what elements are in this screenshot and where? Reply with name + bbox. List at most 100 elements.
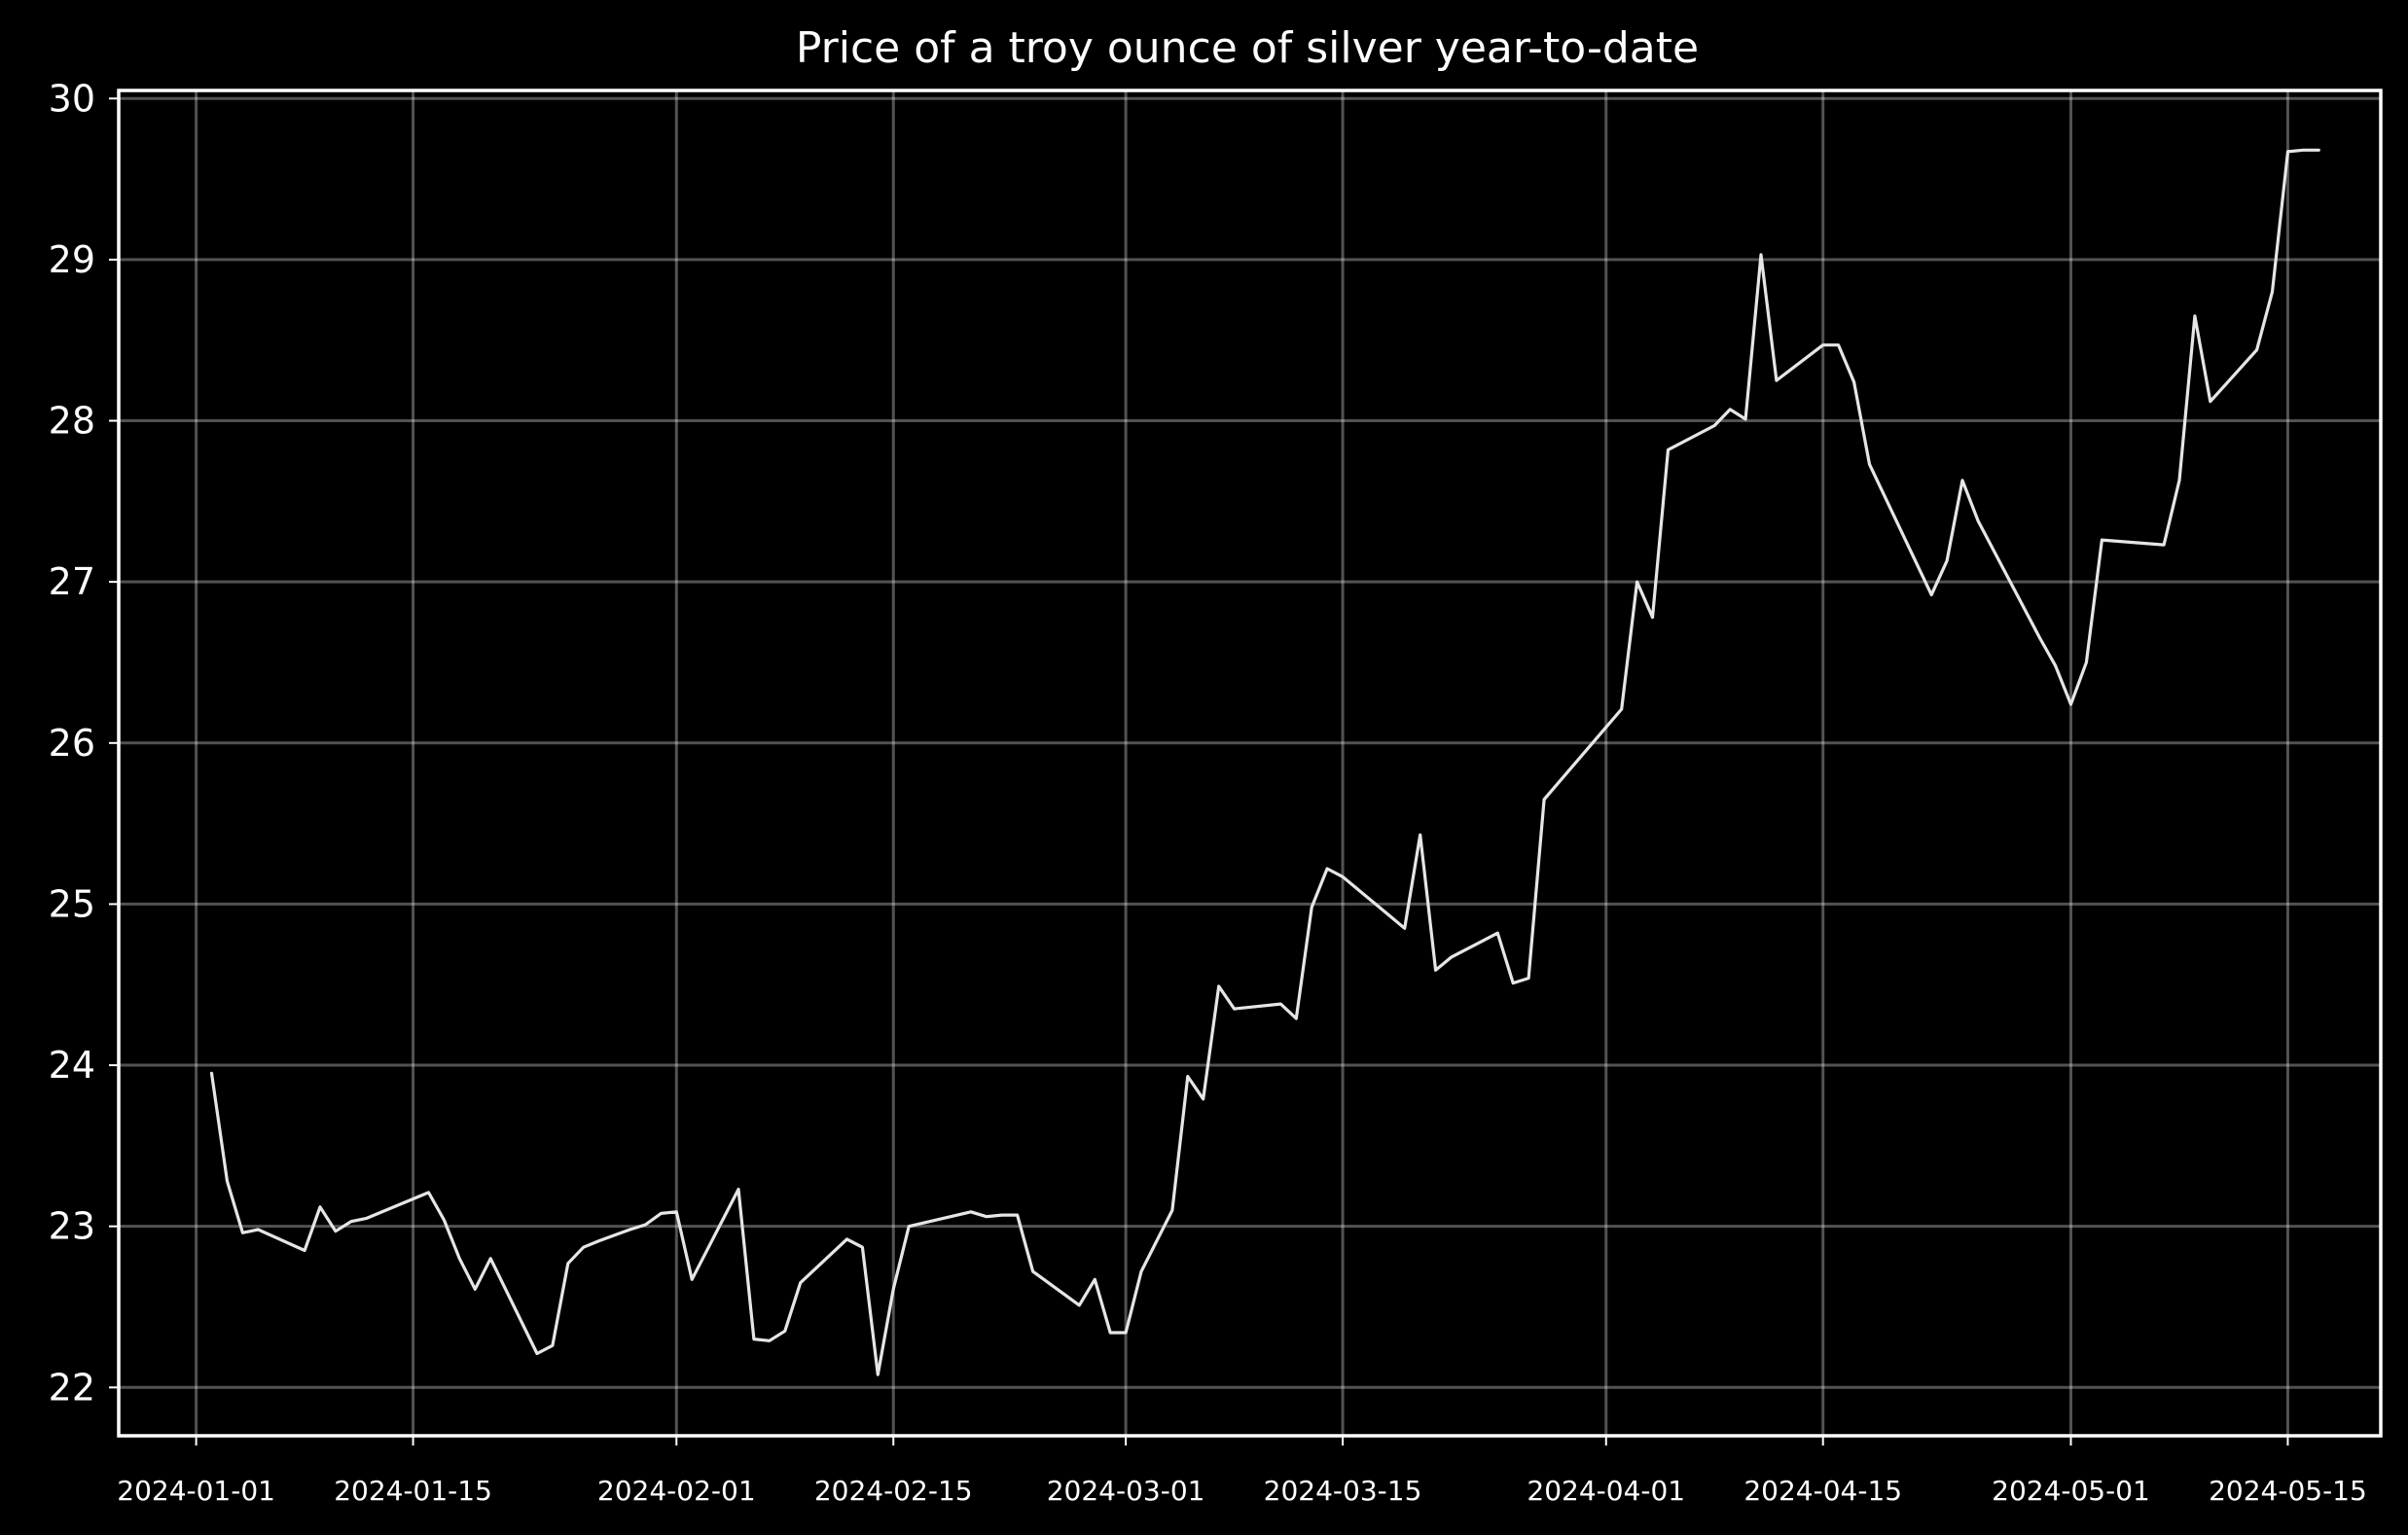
data-point [2177, 479, 2181, 482]
data-point [2193, 314, 2197, 318]
data-point [1434, 968, 1438, 972]
data-point [783, 1329, 787, 1333]
data-point [442, 1218, 446, 1222]
data-point [1759, 253, 1763, 257]
data-point [1775, 378, 1779, 382]
data-point [629, 1228, 632, 1232]
grid-layer [119, 90, 2381, 1436]
data-point [240, 1231, 244, 1234]
data-point [1945, 559, 1949, 563]
data-point [2301, 148, 2305, 152]
data-point [860, 1245, 864, 1249]
data-point [457, 1257, 461, 1261]
data-point [1635, 580, 1639, 584]
data-point [1325, 867, 1329, 871]
data-point [2317, 148, 2320, 152]
data-point [1310, 906, 1313, 910]
data-point [643, 1223, 647, 1227]
data-point [1031, 1269, 1035, 1273]
data-point [1000, 1213, 1004, 1217]
data-point [2054, 663, 2058, 667]
data-point [969, 1210, 973, 1214]
data-point [907, 1225, 911, 1229]
data-point [2162, 543, 2166, 547]
data-point [690, 1277, 694, 1281]
x-tick-label: 2024-04-01 [1527, 1475, 1685, 1507]
y-tick-label: 30 [49, 77, 95, 120]
data-point [674, 1210, 678, 1214]
data-point [1139, 1269, 1143, 1273]
data-point [1387, 913, 1391, 917]
data-point [1202, 1097, 1205, 1101]
data-point [1170, 1208, 1174, 1212]
data-point [427, 1191, 431, 1195]
data-point [1186, 1075, 1190, 1079]
data-point [1233, 1007, 1237, 1011]
data-point [1852, 380, 1856, 384]
chart-title: Price of a troy ounce of silver year-to-… [796, 23, 1699, 73]
data-point [210, 1071, 214, 1075]
data-point [334, 1230, 338, 1233]
y-tick-label: 28 [49, 400, 95, 443]
y-tick-label: 25 [49, 882, 95, 925]
data-point [582, 1245, 586, 1249]
data-point [737, 1188, 740, 1192]
data-point [1542, 798, 1546, 802]
x-tick-label: 2024-01-15 [334, 1475, 492, 1507]
x-tick-label: 2024-02-15 [814, 1475, 973, 1507]
data-point [1511, 982, 1515, 985]
data-point [799, 1281, 803, 1285]
data-point [1419, 833, 1422, 837]
series-line-0 [209, 148, 2320, 1376]
data-point [1651, 616, 1655, 620]
data-point [1667, 447, 1671, 451]
data-point [1341, 875, 1345, 878]
x-tick-label: 2024-04-15 [1743, 1475, 1902, 1507]
data-point [566, 1262, 570, 1266]
data-point [1976, 518, 1980, 522]
data-point [1093, 1277, 1096, 1281]
data-point [2209, 400, 2212, 404]
data-point [535, 1352, 539, 1356]
data-point [2084, 660, 2088, 664]
data-point [985, 1215, 988, 1219]
data-point [303, 1249, 306, 1253]
y-tick-label: 26 [49, 722, 95, 765]
data-point [2038, 636, 2042, 640]
data-point [1728, 408, 1732, 411]
y-tick-label: 29 [49, 238, 95, 281]
data-point [1821, 343, 1825, 347]
data-point [2255, 348, 2259, 352]
axis-layer: 22 23 24 25 26 27 28 29 30 2024-01-01 2024-01-15 20… [49, 77, 2367, 1507]
x-tick-label: 2024-03-01 [1047, 1475, 1205, 1507]
data-point [473, 1287, 477, 1291]
data-point [752, 1338, 756, 1341]
plot-frame [117, 89, 2383, 1438]
data-point [1743, 417, 1747, 421]
data-point [1868, 462, 1872, 466]
data-point [1294, 1017, 1298, 1020]
data-point [1124, 1331, 1128, 1335]
data-point [1108, 1331, 1112, 1335]
data-point [1712, 424, 1716, 428]
data-point [488, 1257, 492, 1261]
x-tick-label: 2024-02-01 [597, 1475, 756, 1507]
data-point [318, 1205, 322, 1209]
data-point [365, 1216, 369, 1220]
data-point [659, 1211, 663, 1215]
x-tick-label: 2024-05-01 [1992, 1475, 2150, 1507]
y-tick-label: 27 [49, 560, 95, 603]
data-point [1495, 931, 1499, 935]
y-tick-label: 22 [49, 1366, 95, 1409]
data-point [1960, 479, 1964, 482]
data-point [891, 1287, 895, 1291]
data-point [2271, 290, 2275, 294]
series-layer [209, 148, 2320, 1376]
x-tick-label: 2024-03-15 [1264, 1475, 1422, 1507]
data-point [1837, 343, 1841, 347]
data-point [349, 1220, 353, 1224]
data-point [1929, 592, 1933, 596]
data-point [1403, 926, 1407, 930]
